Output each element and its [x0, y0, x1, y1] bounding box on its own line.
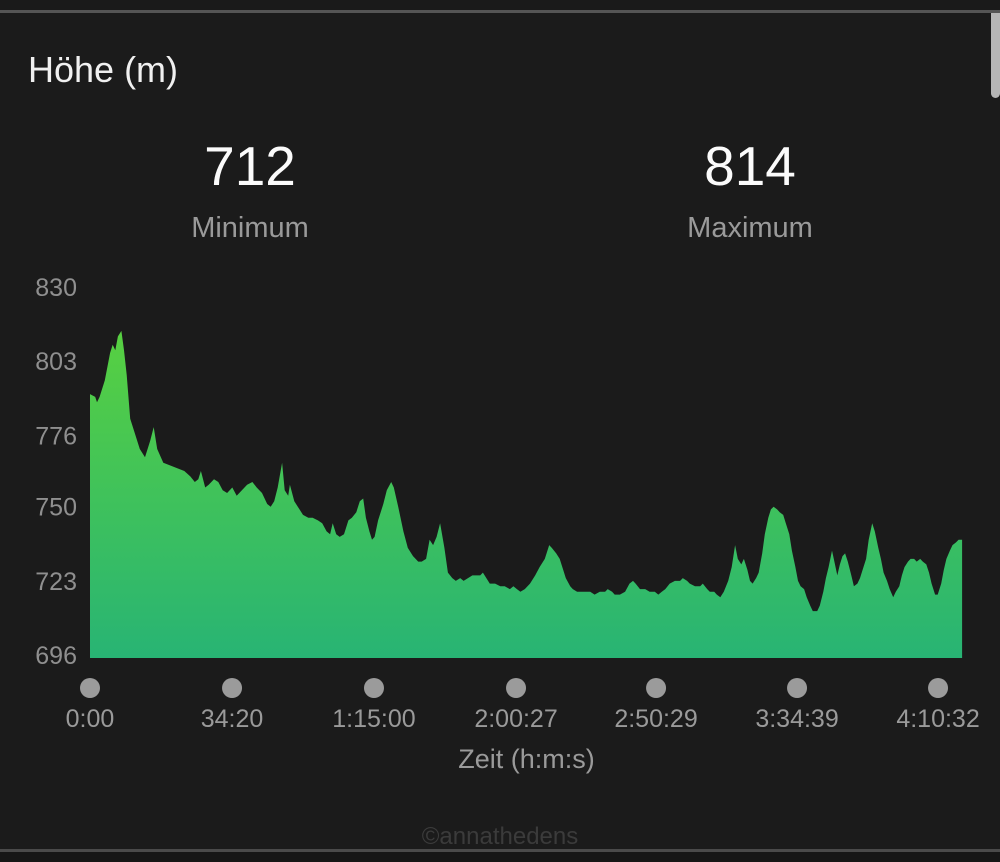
top-separator: [0, 0, 1000, 13]
x-tick-label: 0:00: [66, 705, 115, 733]
x-tick-dot: [506, 678, 527, 698]
y-tick-label: 830: [35, 274, 77, 302]
watermark: ©annathedens: [421, 823, 579, 850]
x-tick-dot: [928, 678, 949, 698]
x-tick-label: 3:34:39: [755, 705, 838, 733]
x-tick-label: 4:10:32: [896, 705, 979, 733]
bottom-separator: [0, 849, 1000, 862]
maximum-value: 814: [704, 135, 796, 197]
x-tick-dot: [363, 678, 384, 698]
maximum-label: Maximum: [687, 212, 813, 244]
x-tick-dot: [80, 678, 100, 698]
y-tick-label: 750: [35, 494, 77, 522]
minimum-label: Minimum: [191, 212, 309, 244]
x-tick-dot: [222, 678, 243, 698]
y-tick-label: 776: [35, 422, 77, 450]
scrollbar-thumb[interactable]: [991, 13, 1000, 98]
x-tick-label: 2:50:29: [614, 705, 697, 733]
minimum-value: 712: [204, 135, 296, 197]
x-tick-dot: [646, 678, 667, 698]
y-tick-label: 723: [35, 568, 77, 596]
elevation-area: [90, 330, 963, 658]
page-title: Höhe (m): [28, 49, 179, 90]
x-tick-label: 1:15:00: [332, 705, 415, 733]
x-tick-dot: [787, 678, 808, 698]
stat-maximum: 814 Maximum: [500, 138, 1000, 244]
y-tick-label: 803: [35, 348, 77, 376]
stat-minimum: 712 Minimum: [0, 138, 500, 244]
stats-row: 712 Minimum 814 Maximum: [0, 138, 1000, 244]
y-tick-label: 696: [35, 642, 77, 670]
x-tick-label: 34:20: [201, 705, 264, 733]
x-axis-title: Zeit (h:m:s): [458, 744, 595, 774]
x-tick-label: 2:00:27: [474, 705, 557, 733]
